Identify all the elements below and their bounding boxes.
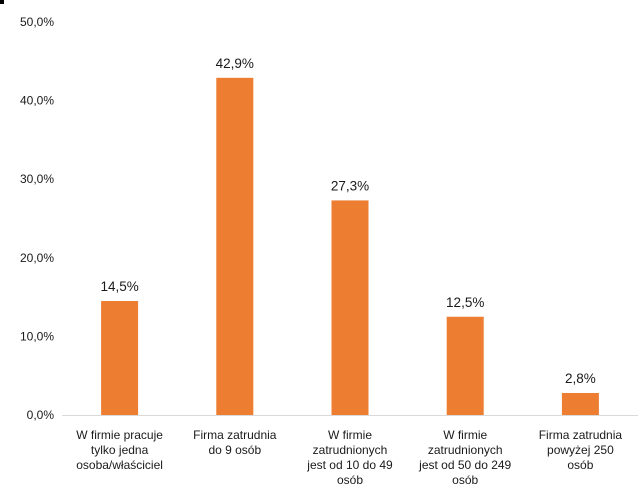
bar xyxy=(446,316,484,415)
y-tick-label: 0,0% xyxy=(27,408,55,422)
y-tick-label: 40,0% xyxy=(20,94,54,108)
bar xyxy=(331,200,369,415)
category-label: W firmie pracuje tylko jedna osoba/właścic… xyxy=(76,428,163,472)
bar xyxy=(561,392,599,415)
data-label: 42,9% xyxy=(216,56,254,71)
x-axis: W firmie pracuje tylko jedna osoba/właścic… xyxy=(62,415,638,487)
y-tick-label: 10,0% xyxy=(20,329,54,343)
bar xyxy=(216,77,254,415)
category-label: W firmie zatrudnionych jest od 10 do 49 osó… xyxy=(306,428,393,487)
data-label: 27,3% xyxy=(331,178,369,193)
data-label: 12,5% xyxy=(446,295,484,310)
bar xyxy=(101,301,139,415)
category-label: Firma zatrudnia do 9 osób xyxy=(193,428,277,457)
corner-mark xyxy=(0,0,4,4)
bars: 14,5% 42,9% 27,3% 12,5% 2,8% xyxy=(100,56,599,415)
y-axis: 0,0% 10,0% 20,0% 30,0% 40,0% 50,0% xyxy=(20,15,54,422)
data-label: 2,8% xyxy=(565,371,596,386)
y-tick-label: 50,0% xyxy=(20,15,54,29)
y-tick-label: 20,0% xyxy=(20,251,54,265)
y-tick-label: 30,0% xyxy=(20,172,54,186)
data-label: 14,5% xyxy=(100,279,138,294)
category-label: W firmie zatrudnionych jest od 50 do 249 os… xyxy=(418,428,511,487)
category-label: Firma zatrudnia powyżej 250 osób xyxy=(539,428,623,472)
